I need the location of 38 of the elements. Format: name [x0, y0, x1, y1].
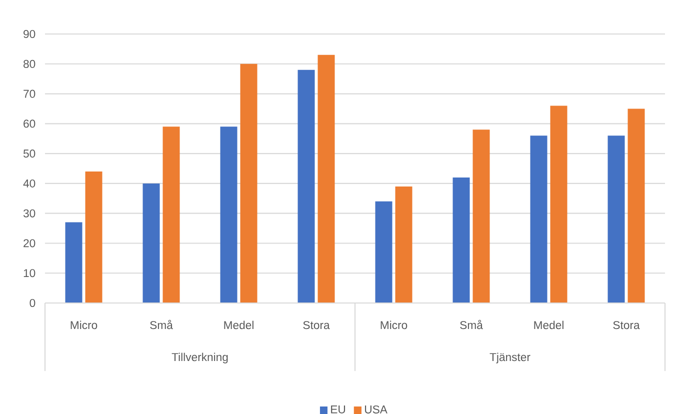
- y-tick-label: 30: [23, 209, 36, 218]
- x-tick-label: Små: [150, 320, 173, 330]
- bar: [608, 136, 625, 303]
- y-tick-label: 60: [24, 120, 36, 128]
- bar: [65, 222, 82, 303]
- y-tick-label: 90: [24, 30, 36, 38]
- text: Tillverkning: [172, 352, 228, 364]
- bar: [240, 64, 258, 303]
- x-tick-label: Stora: [613, 321, 640, 330]
- y-tick-label: 20: [24, 239, 36, 248]
- x-tick-label: Medel: [534, 320, 564, 330]
- bar: [375, 201, 392, 303]
- bar: [318, 54, 335, 303]
- bar: [452, 177, 470, 303]
- y-tick-label: 0: [30, 298, 36, 308]
- y-tick-label: 80: [24, 60, 36, 68]
- bar: [628, 108, 645, 303]
- bar: [162, 126, 180, 303]
- y-tick-label: 40: [23, 179, 36, 188]
- bar: [298, 70, 315, 303]
- legend-label: EU: [331, 405, 346, 414]
- bar: [142, 183, 160, 303]
- bar: [395, 186, 412, 303]
- x-tick-label: Micro: [380, 320, 408, 330]
- bar: [220, 126, 238, 303]
- text: Tjänster: [490, 352, 530, 364]
- bar: [472, 130, 490, 303]
- y-tick-label: 10: [24, 269, 36, 278]
- bar: [85, 171, 102, 303]
- x-tick-label: Stora: [303, 321, 330, 330]
- y-tick-label: 50: [23, 150, 36, 158]
- bar: [550, 106, 568, 303]
- bar: [530, 136, 548, 303]
- y-tick-label: 70: [24, 90, 36, 98]
- x-tick-label: Micro: [70, 320, 98, 330]
- legend-label: USA: [365, 405, 388, 414]
- x-tick-label: Små: [460, 320, 483, 330]
- x-tick-label: Medel: [224, 320, 254, 330]
